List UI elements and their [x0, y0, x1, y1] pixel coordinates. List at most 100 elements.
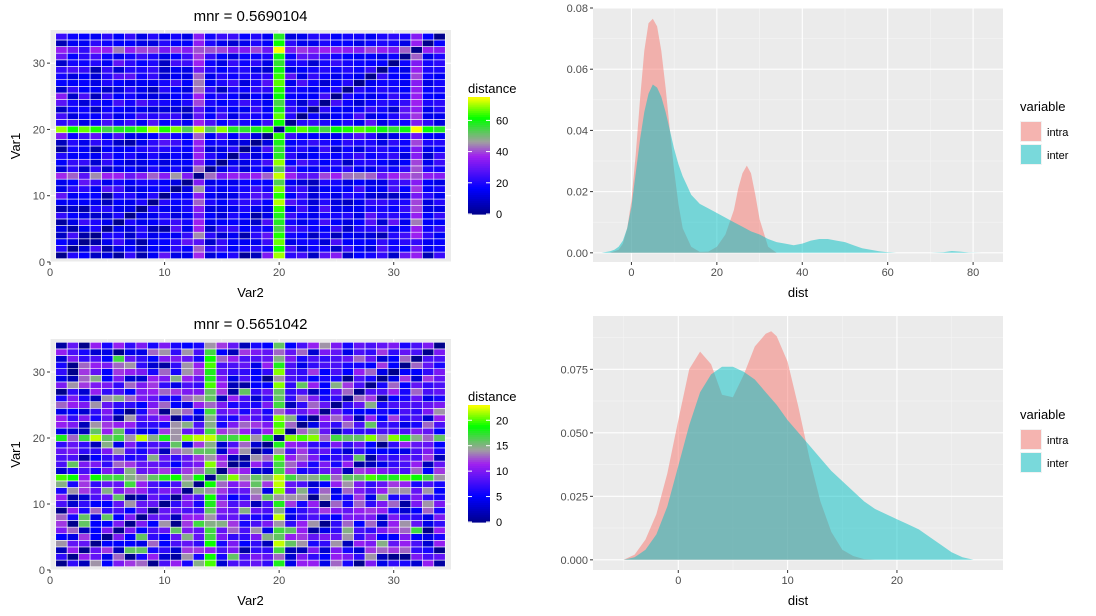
heatmap-cell: [376, 480, 389, 488]
heatmap-cell: [284, 105, 297, 114]
heatmap-cell: [112, 59, 125, 67]
heatmap-cell: [330, 185, 343, 193]
heatmap-cell: [89, 158, 102, 167]
heatmap-cell: [410, 152, 423, 160]
colorbar-label: 60: [496, 115, 508, 127]
heatmap-cell: [284, 231, 297, 240]
x-axis-title: dist: [788, 593, 809, 608]
density-area-inter: [623, 366, 974, 560]
heatmap-cell: [353, 381, 366, 389]
heatmap-cell: [364, 368, 377, 376]
heatmap-cell: [181, 211, 194, 220]
heatmap-cell: [192, 178, 205, 187]
heatmap-cell: [376, 238, 389, 246]
heatmap-cell: [238, 125, 251, 134]
heatmap-cell: [422, 46, 435, 54]
heatmap-cell: [307, 72, 320, 81]
heatmap-cell: [399, 355, 412, 363]
heatmap-cell: [284, 526, 297, 534]
heatmap-cell: [376, 368, 389, 376]
y-tick-label: 0.08: [567, 3, 588, 15]
heatmap-cell: [284, 39, 297, 47]
heatmap-cell: [341, 454, 354, 462]
heatmap-cell: [124, 473, 137, 482]
heatmap-cell: [227, 361, 240, 370]
heatmap-cell: [181, 473, 194, 482]
heatmap-cell: [89, 198, 102, 206]
heatmap-cell: [181, 493, 194, 502]
heatmap-cell: [89, 152, 102, 160]
heatmap-cell: [318, 355, 332, 363]
heatmap-cell: [307, 427, 320, 436]
heatmap-cell: [296, 46, 309, 54]
heatmap-cell: [284, 185, 297, 193]
colorbar-segment: [468, 167, 490, 170]
heatmap-cell: [330, 238, 343, 246]
heatmap-cell: [181, 533, 194, 541]
heatmap-cell: [181, 165, 194, 173]
heatmap-cell: [66, 245, 79, 253]
heatmap-cell: [296, 39, 309, 47]
heatmap-cell: [330, 172, 343, 180]
heatmap-cell: [215, 539, 228, 548]
heatmap-cell: [433, 355, 446, 363]
heatmap-cell: [261, 145, 274, 153]
heatmap-cell: [433, 245, 446, 253]
heatmap-cell: [101, 546, 114, 554]
heatmap-cell: [387, 434, 400, 442]
heatmap-cell: [158, 172, 171, 180]
heatmap-cell: [341, 86, 354, 94]
heatmap-cell: [158, 205, 171, 213]
heatmap-cell: [376, 52, 389, 61]
heatmap-cell: [296, 473, 309, 482]
heatmap-cell: [55, 46, 68, 54]
heatmap-cell: [353, 178, 366, 187]
heatmap-cell: [78, 178, 91, 187]
heatmap-cell: [330, 520, 343, 528]
heatmap-cell: [215, 533, 228, 541]
heatmap-cell: [318, 546, 332, 554]
heatmap-cell: [124, 198, 137, 206]
heatmap-cell: [296, 520, 309, 528]
heatmap-cell: [376, 434, 389, 442]
heatmap-cell: [227, 394, 240, 403]
heatmap-cell: [273, 394, 286, 403]
colorbar-segment: [468, 492, 490, 496]
heatmap-cell: [89, 487, 102, 495]
heatmap-cell: [422, 238, 435, 246]
heatmap-cell: [170, 99, 183, 107]
heatmap-cell: [318, 368, 332, 376]
heatmap-cell: [170, 46, 183, 54]
heatmap-cell: [192, 225, 205, 233]
colorbar-segment: [468, 202, 490, 205]
heatmap-cell: [422, 539, 435, 548]
heatmap-cell: [147, 72, 160, 81]
heatmap-cell: [261, 493, 274, 502]
heatmap-cell: [387, 559, 400, 567]
heatmap-cell: [124, 447, 137, 455]
heatmap-cell: [135, 493, 148, 502]
heatmap-cell: [192, 72, 205, 81]
heatmap-cell: [410, 125, 423, 134]
heatmap-cell: [215, 440, 228, 449]
heatmap-cell: [238, 225, 251, 233]
heatmap-cell: [399, 119, 412, 127]
heatmap-cell: [112, 139, 125, 147]
heatmap-cell: [353, 132, 366, 140]
heatmap-cell: [204, 125, 217, 134]
heatmap-cell: [170, 66, 183, 74]
heatmap-cell: [147, 407, 160, 416]
heatmap-cell: [147, 225, 160, 233]
heatmap-cell: [238, 139, 251, 147]
heatmap-cell: [238, 86, 251, 94]
heatmap-cell: [387, 59, 400, 67]
heatmap-cell: [55, 211, 68, 220]
heatmap-cell: [341, 440, 354, 449]
heatmap-cell: [318, 39, 332, 47]
heatmap-cell: [170, 72, 183, 81]
heatmap-cell: [353, 33, 366, 41]
heatmap-cell: [112, 218, 125, 226]
heatmap-cell: [66, 487, 79, 495]
heatmap-cell: [399, 500, 412, 508]
heatmap-cell: [112, 238, 125, 246]
